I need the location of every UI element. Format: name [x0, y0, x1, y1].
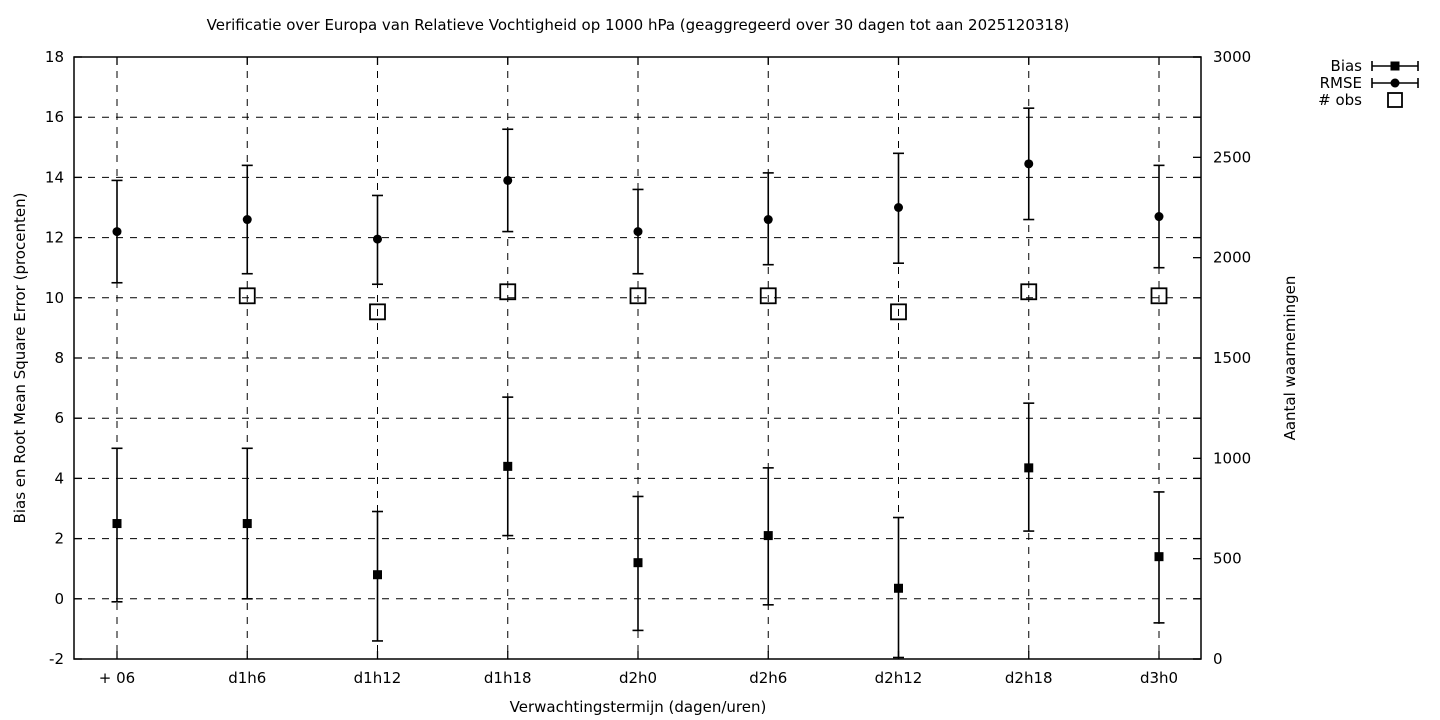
- x-tick-label: d2h12: [875, 669, 923, 687]
- y-left-tick-label: 14: [45, 168, 64, 186]
- legend-label-obs: # obs: [1318, 91, 1362, 109]
- y-right-tick-label: 3000: [1213, 48, 1251, 66]
- bias-marker: [1154, 552, 1164, 562]
- x-tick-label: d1h6: [228, 669, 266, 687]
- y-left-tick-label: 0: [54, 590, 64, 608]
- tick-labels: -2 0 2 4 6 8 10 12 14 16 18 0 500 1000 1500 2000 2500 300…: [45, 48, 1251, 687]
- bias-marker: [112, 519, 122, 529]
- legend-label-rmse: RMSE: [1319, 74, 1362, 92]
- x-tick-label: d1h12: [354, 669, 402, 687]
- y-left-tick-label: 18: [45, 48, 64, 66]
- legend-symbol-obs-square: [1387, 92, 1403, 108]
- rmse-marker: [112, 227, 122, 237]
- y-left-tick-label: 2: [54, 530, 64, 548]
- bias-marker: [242, 519, 252, 529]
- y-left-tick-label: -2: [49, 650, 64, 668]
- obs-series: [238, 283, 1168, 321]
- y-right-tick-label: 2500: [1213, 148, 1251, 166]
- obs-marker: [369, 303, 386, 321]
- y-left-tick-label: 8: [54, 349, 64, 367]
- rmse-marker: [633, 227, 643, 237]
- gridlines: [74, 57, 1201, 659]
- obs-marker: [629, 287, 647, 305]
- rmse-marker: [1024, 159, 1034, 169]
- rmse-marker: [763, 215, 773, 225]
- legend-symbol-bias-errorbar: [1371, 61, 1419, 71]
- obs-marker: [1020, 283, 1038, 301]
- obs-marker: [1150, 287, 1168, 305]
- bias-marker: [503, 461, 513, 471]
- x-tick-label: d3h0: [1140, 669, 1178, 687]
- rmse-marker: [894, 203, 903, 212]
- y-right-tick-label: 1500: [1213, 349, 1251, 367]
- bias-marker: [894, 583, 903, 593]
- obs-marker: [890, 303, 907, 321]
- chart-title: Verificatie over Europa van Relatieve Vo…: [206, 16, 1070, 34]
- legend-symbol-rmse-errorbar: [1371, 78, 1419, 88]
- y-left-tick-label: 6: [54, 409, 64, 427]
- x-tick-label: d1h18: [484, 669, 532, 687]
- rmse-marker: [373, 234, 382, 244]
- x-tick-label: d2h0: [619, 669, 657, 687]
- x-axis-label: Verwachtingstermijn (dagen/uren): [509, 698, 767, 716]
- obs-marker: [759, 287, 777, 305]
- bias-marker: [373, 570, 382, 580]
- y-left-tick-label: 10: [45, 289, 64, 307]
- obs-marker: [238, 287, 256, 305]
- bias-marker: [763, 531, 773, 541]
- bias-marker: [633, 558, 643, 568]
- x-tick-label: + 06: [99, 669, 135, 687]
- x-tick-label: d2h18: [1005, 669, 1053, 687]
- obs-marker: [499, 283, 517, 301]
- axis-ticks: [74, 56, 1201, 660]
- bias-series: [111, 396, 1165, 659]
- y-left-tick-label: 4: [54, 469, 64, 487]
- x-tick-label: d2h6: [749, 669, 787, 687]
- rmse-marker: [503, 175, 513, 185]
- y-right-tick-label: 0: [1213, 650, 1223, 668]
- bias-marker: [1024, 463, 1034, 473]
- rmse-series: [111, 107, 1165, 286]
- y-left-tick-label: 12: [45, 229, 64, 247]
- y-right-tick-label: 1000: [1213, 449, 1251, 467]
- y-right-tick-label: 2000: [1213, 249, 1251, 267]
- legend-label-bias: Bias: [1330, 57, 1362, 75]
- y-left-tick-label: 16: [45, 108, 64, 126]
- y-right-tick-label: 500: [1213, 550, 1242, 568]
- rmse-marker: [242, 215, 252, 225]
- rmse-marker: [1154, 212, 1164, 222]
